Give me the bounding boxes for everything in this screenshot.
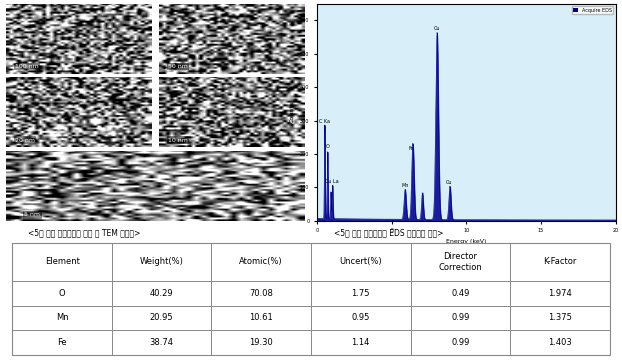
Text: 1.75: 1.75 — [351, 289, 370, 298]
Text: 1.974: 1.974 — [548, 289, 572, 298]
Text: 100 nm: 100 nm — [15, 64, 39, 69]
Text: 0.49: 0.49 — [451, 289, 470, 298]
Text: 1.375: 1.375 — [548, 313, 572, 322]
Text: Element: Element — [45, 257, 80, 266]
Text: C Ka: C Ka — [319, 119, 330, 124]
Legend: Acquire EDS: Acquire EDS — [572, 6, 613, 14]
Text: 0.95: 0.95 — [351, 313, 370, 322]
Text: <5배 합성 나노물질의 EDS 스펙트럼 결과>: <5배 합성 나노물질의 EDS 스펙트럼 결과> — [334, 229, 443, 238]
Text: Director
Correction: Director Correction — [439, 252, 482, 272]
Text: 40.29: 40.29 — [150, 289, 174, 298]
X-axis label: Energy (keV): Energy (keV) — [446, 239, 486, 244]
Text: Fe: Fe — [409, 146, 414, 151]
Text: 10.61: 10.61 — [249, 313, 273, 322]
Text: 20 nm: 20 nm — [15, 138, 35, 143]
Text: 1.403: 1.403 — [548, 338, 572, 347]
Text: O: O — [59, 289, 65, 298]
Text: 70.08: 70.08 — [249, 289, 273, 298]
Text: 38.74: 38.74 — [150, 338, 174, 347]
Text: K-Factor: K-Factor — [543, 257, 577, 266]
Text: 5 nm: 5 nm — [24, 212, 40, 218]
Y-axis label: Counts: Counts — [289, 101, 294, 123]
Text: Fe: Fe — [57, 338, 67, 347]
Text: 1.14: 1.14 — [351, 338, 370, 347]
Text: Uncert(%): Uncert(%) — [340, 257, 382, 266]
Text: 10 nm: 10 nm — [168, 138, 188, 143]
Text: 19.30: 19.30 — [249, 338, 273, 347]
Text: Mn: Mn — [56, 313, 68, 322]
Text: 0.99: 0.99 — [451, 313, 470, 322]
Text: 50 nm: 50 nm — [168, 64, 188, 69]
Text: <5배 합성 나노물질의 배율 별 TEM 이미지>: <5배 합성 나노물질의 배율 별 TEM 이미지> — [28, 229, 140, 238]
Text: Cu: Cu — [446, 180, 452, 185]
Text: O: O — [326, 144, 330, 149]
Text: 20.95: 20.95 — [150, 313, 174, 322]
Text: Mn: Mn — [401, 183, 409, 188]
Text: 0.99: 0.99 — [451, 338, 470, 347]
Text: Cu La: Cu La — [325, 179, 339, 184]
Text: Atomic(%): Atomic(%) — [239, 257, 283, 266]
Text: Cu: Cu — [434, 26, 440, 31]
Text: Weight(%): Weight(%) — [140, 257, 183, 266]
